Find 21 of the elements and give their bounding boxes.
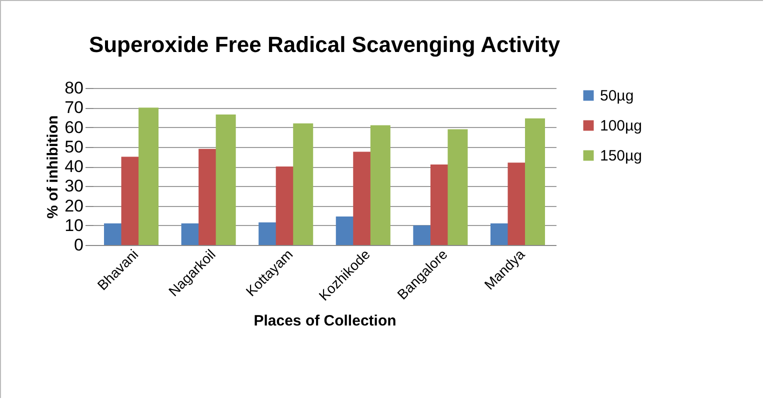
bar (370, 125, 390, 245)
y-tick-label: 40 (64, 157, 84, 176)
y-tick-label: 60 (64, 118, 84, 137)
y-tick-label: 80 (64, 78, 84, 98)
chart-title: Superoxide Free Radical Scavenging Activity (88, 32, 561, 57)
bar (216, 114, 236, 245)
bar (448, 129, 468, 245)
y-tick-label: 30 (64, 176, 84, 196)
x-axis-title: Places of Collection (254, 312, 396, 330)
legend-label: 50µg (600, 88, 634, 104)
legend-label: 100µg (600, 118, 642, 134)
bar (138, 108, 159, 245)
y-axis-title: % of inhibition (44, 115, 62, 219)
bar (293, 123, 314, 245)
y-tick-label: 10 (64, 216, 84, 235)
y-tick-label: 20 (64, 196, 84, 216)
y-tick-label: 70 (64, 98, 84, 118)
y-tick-label: 50 (64, 137, 84, 156)
legend-label: 150µg (600, 148, 642, 164)
y-tick-label: 0 (74, 236, 84, 254)
bar (525, 118, 545, 245)
